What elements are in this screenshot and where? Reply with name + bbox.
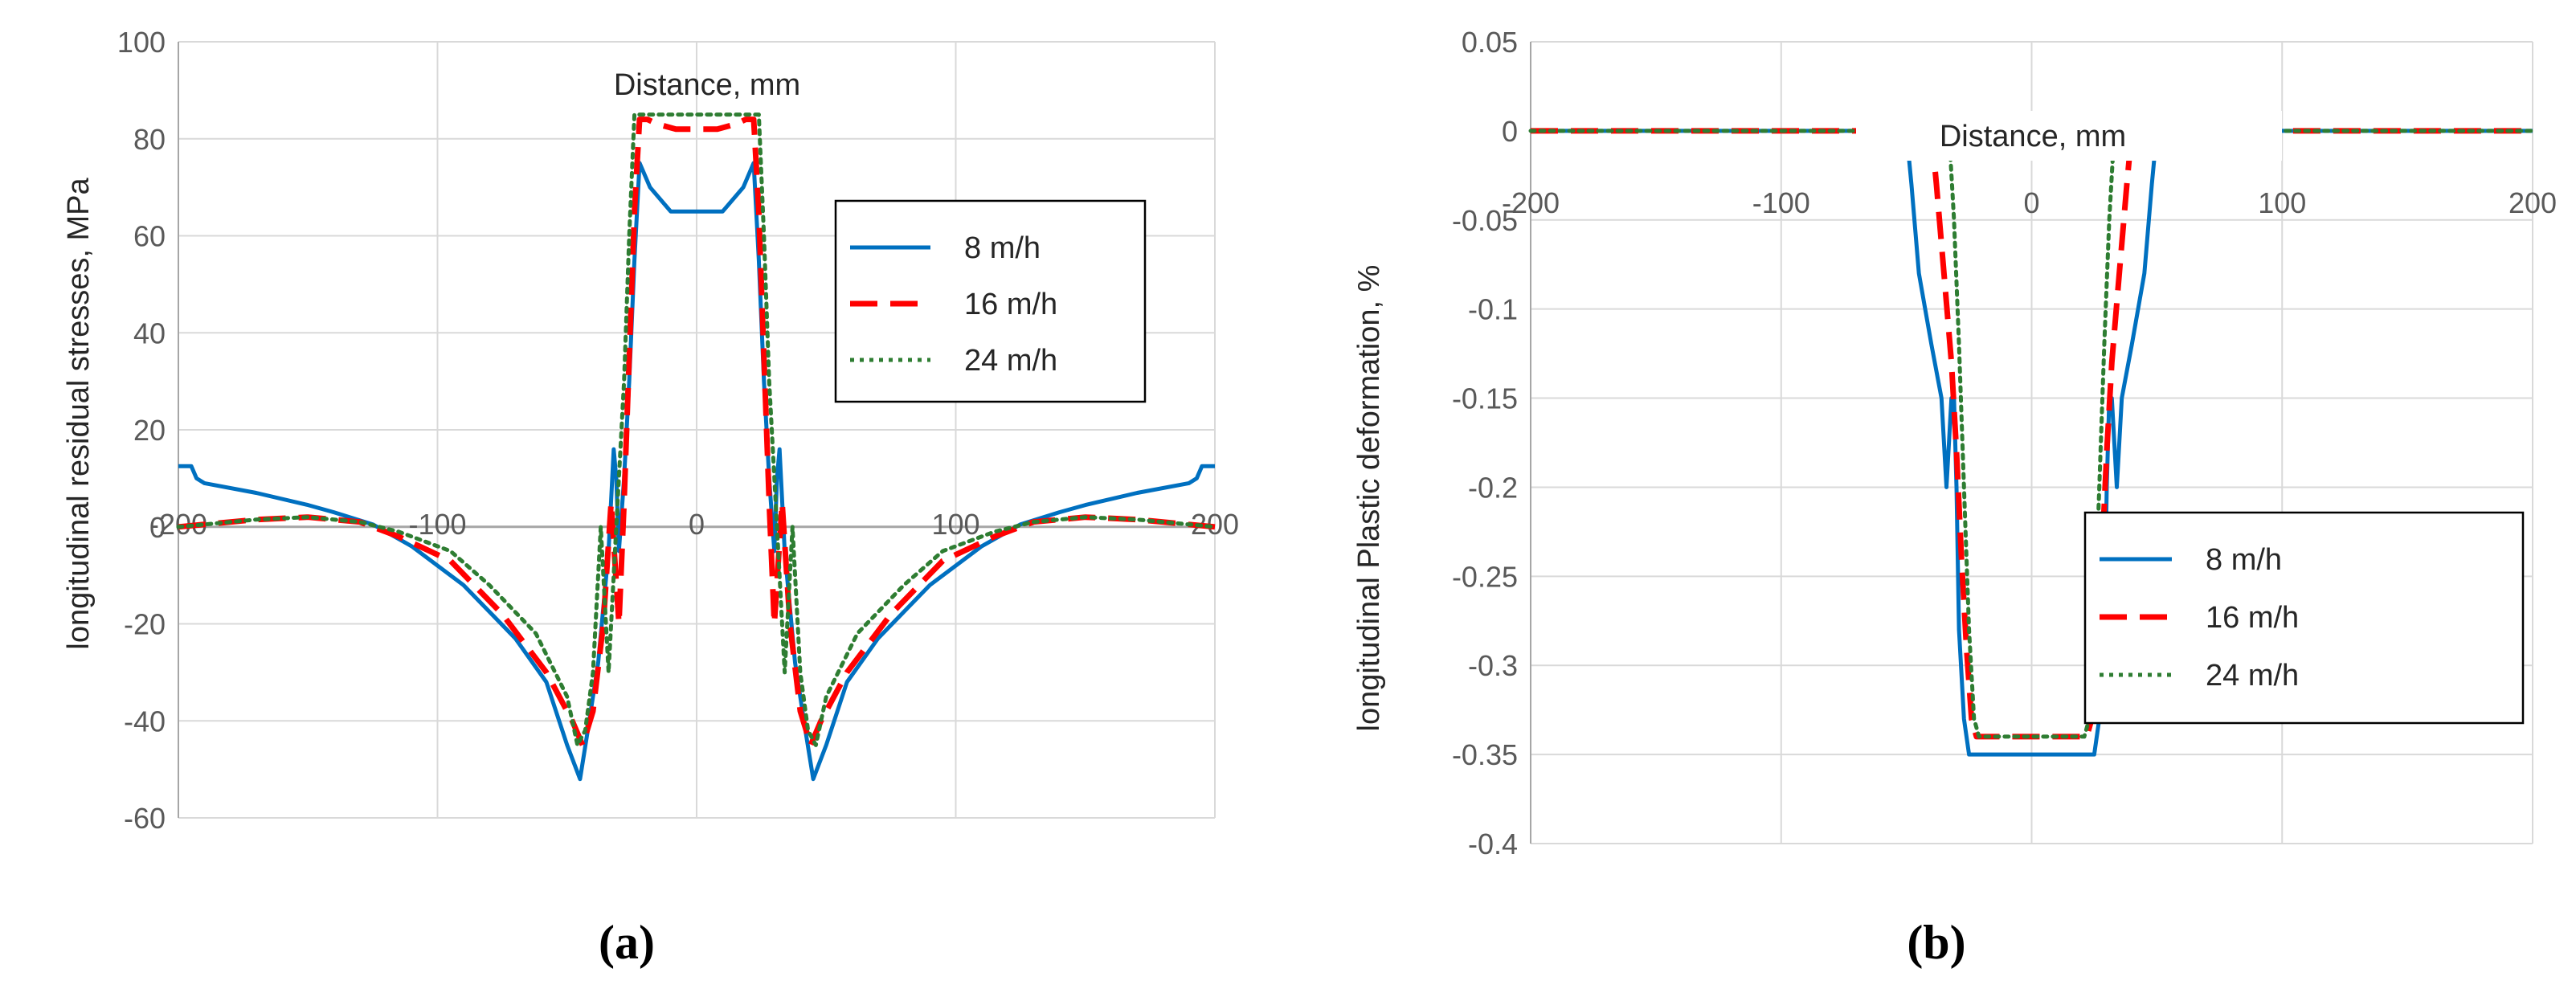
x-tick-label: -200 xyxy=(1502,186,1560,219)
series-line xyxy=(176,112,1217,747)
chart-b-legend: 8 m/h 16 m/h 24 m/h xyxy=(2083,511,2525,725)
y-tick-label: -0.35 xyxy=(1452,738,1518,771)
y-tick-label: 40 xyxy=(133,317,166,349)
chart-b-y-axis-label: longitudinal Plastic deformation, % xyxy=(1352,265,1386,732)
y-tick-label: -0.05 xyxy=(1452,204,1518,237)
chart-a-panel-label: (a) xyxy=(599,916,655,969)
y-tick-label: 60 xyxy=(133,220,166,253)
y-tick-label: 0 xyxy=(149,511,166,544)
legend-label: 24 m/h xyxy=(2206,659,2299,693)
legend-label: 16 m/h xyxy=(964,288,1057,321)
y-tick-label: 0 xyxy=(1502,115,1518,148)
y-tick-label: -0.4 xyxy=(1468,828,1518,860)
x-tick-label: 100 xyxy=(931,508,979,541)
x-tick-label: -100 xyxy=(1752,186,1810,219)
y-tick-label: -20 xyxy=(124,608,166,641)
legend-label: 16 m/h xyxy=(2206,601,2299,635)
x-tick-label: 0 xyxy=(689,508,705,541)
chart-a-legend: 8 m/h 16 m/h 24 m/h xyxy=(834,199,1147,403)
chart-a-y-ticks: -60 -40 -20 0 20 40 60 80 100 xyxy=(117,26,166,835)
y-tick-label: -60 xyxy=(124,802,166,835)
chart-b-y-ticks: -0.4 -0.35 -0.3 -0.25 -0.2 -0.15 -0.1 -0.05 0 0.0… xyxy=(1452,26,1518,860)
legend-box xyxy=(834,199,1147,403)
y-tick-label: -0.1 xyxy=(1468,293,1518,326)
y-tick-label: 100 xyxy=(117,26,166,59)
chart-b: -0.4 -0.35 -0.3 -0.25 -0.2 -0.15 -0.1 -0.05 0 0.0… xyxy=(1352,26,2557,969)
x-tick-label: -100 xyxy=(408,508,466,541)
y-tick-label: -0.3 xyxy=(1468,649,1518,682)
chart-b-panel-label: (b) xyxy=(1907,916,1965,969)
chart-b-x-label-backdrop xyxy=(1856,111,2282,161)
chart-b-series xyxy=(1528,128,2535,757)
y-tick-label: -0.25 xyxy=(1452,560,1518,593)
y-tick-label: 0.05 xyxy=(1462,26,1518,59)
chart-a-grid xyxy=(178,41,1216,819)
chart-a-frame xyxy=(178,42,1215,818)
y-tick-label: -40 xyxy=(124,705,166,738)
chart-b-x-ticks: -200 -100 0 100 200 xyxy=(1502,186,2557,219)
x-tick-label: 0 xyxy=(2023,186,2039,219)
y-tick-label: -0.15 xyxy=(1452,382,1518,415)
series-line xyxy=(1528,129,2535,739)
chart-a-series xyxy=(176,112,1217,782)
series-line xyxy=(178,161,1215,782)
legend-label: 8 m/h xyxy=(964,231,1041,265)
chart-a-x-axis-label: Distance, mm xyxy=(614,68,800,102)
chart-a-x-ticks: -200 -100 0 100 200 xyxy=(149,508,1239,541)
chart-b-x-axis-label: Distance, mm xyxy=(1940,120,2126,153)
legend-label: 8 m/h xyxy=(2206,543,2282,577)
series-line xyxy=(1531,129,2533,757)
chart-a-y-axis-label: longitudinal residual stresses, MPa xyxy=(62,178,96,650)
y-tick-label: 80 xyxy=(133,123,166,156)
x-tick-label: 100 xyxy=(2258,186,2306,219)
x-tick-label: 200 xyxy=(2509,186,2557,219)
series-line xyxy=(178,116,1216,748)
legend-label: 24 m/h xyxy=(964,344,1057,378)
y-tick-label: -0.2 xyxy=(1468,471,1518,504)
y-tick-label: 20 xyxy=(133,414,166,447)
